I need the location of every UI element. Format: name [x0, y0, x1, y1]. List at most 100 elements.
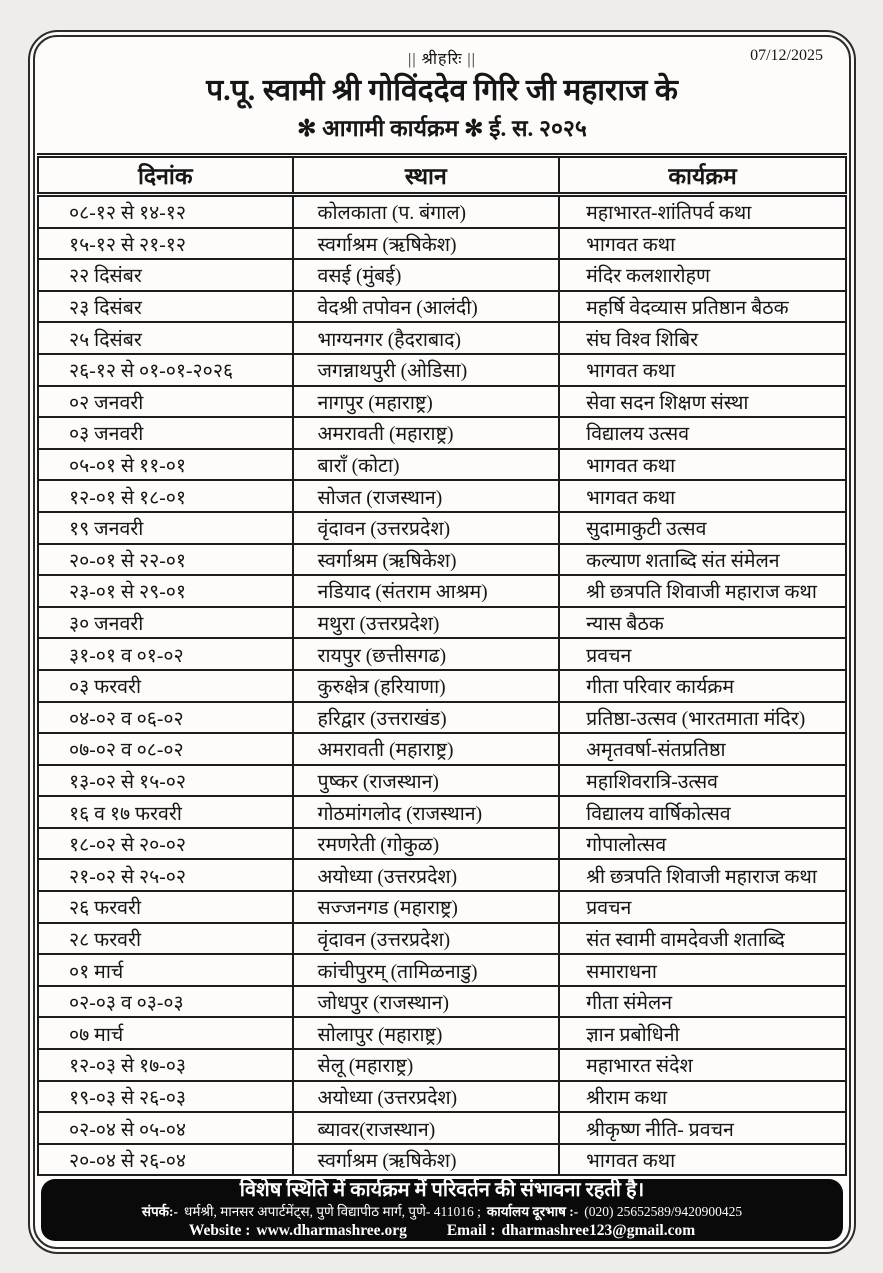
- table-row: ०२-०४ से ०५-०४ ब्यावर(राजस्थान) श्रीकृष्ण …: [37, 1111, 847, 1145]
- footer-note: विशेष स्थिति में कार्यक्रम में परिवर्तन …: [239, 1179, 645, 1202]
- date-cell: २६ फरवरी: [37, 890, 294, 924]
- date-cell: २३ दिसंबर: [37, 289, 294, 324]
- footer-notice-box: विशेष स्थिति में कार्यक्रम में परिवर्तन …: [41, 1179, 843, 1241]
- program-cell: मंदिर कलशारोहण: [558, 258, 847, 292]
- place-cell: बाराँ (कोटा): [291, 447, 561, 482]
- program-cell: अमृतवर्षा-संतप्रतिष्ठा: [558, 732, 847, 766]
- table-row: ०५-०१ से ११-०१ बाराँ (कोटा) भागवत कथा: [37, 447, 847, 482]
- program-cell: न्यास बैठक: [558, 605, 847, 640]
- table-row: २३ दिसंबर वेदश्री तपोवन (आलंदी) महर्षि वेद…: [37, 289, 847, 324]
- date-cell: ०७ मार्च: [37, 1016, 294, 1051]
- office-phone-label: कार्यालय दूरभाष :-: [486, 1204, 579, 1220]
- document-frame: || श्रीहरिः || 07/12/2025 प.पू. स्वामी श…: [28, 30, 856, 1254]
- program-cell: गीता परिवार कार्यक्रम: [558, 668, 847, 703]
- date-cell: ०३ फरवरी: [37, 668, 294, 703]
- document-paper: || श्रीहरिः || 07/12/2025 प.पू. स्वामी श…: [33, 35, 851, 1249]
- program-cell: प्रवचन: [558, 890, 847, 924]
- contact-line: संपर्क:- धर्मश्री, मानसर अपार्टमेंट्स, पु…: [49, 1202, 835, 1221]
- program-cell: सुदामाकुटी उत्सव: [558, 510, 847, 545]
- program-cell: भागवत कथा: [558, 1142, 847, 1177]
- table-row: ०४-०२ व ०६-०२ हरिद्वार (उत्तराखंड) प्रतिष्…: [37, 700, 847, 735]
- program-cell: श्री छत्रपति शिवाजी महाराज कथा: [558, 858, 847, 893]
- date-cell: १८-०२ से २०-०२: [37, 826, 294, 861]
- date-cell: २१-०२ से २५-०२: [37, 858, 294, 893]
- document-date: 07/12/2025: [750, 47, 823, 64]
- date-cell: ३० जनवरी: [37, 605, 294, 640]
- table-row: १२-०३ से १७-०३ सेलू (महाराष्ट्र) महाभारत स…: [37, 1048, 847, 1082]
- date-cell: ०८-१२ से १४-१२: [37, 193, 294, 229]
- table-row: १९-०३ से २६-०३ अयोध्या (उत्तरप्रदेश) श्रीर…: [37, 1079, 847, 1114]
- table-row: ०२ जनवरी नागपुर (महाराष्ट्र) सेवा सदन शिक्…: [37, 384, 847, 419]
- program-cell: कल्याण शताब्दि संत संमेलन: [558, 542, 847, 577]
- table-row: २०-०१ से २२-०१ स्वर्गाश्रम (ऋषिकेश) कल्याण…: [37, 542, 847, 577]
- place-cell: हरिद्वार (उत्तराखंड): [291, 700, 561, 735]
- table-row: २५ दिसंबर भाग्यनगर (हैदराबाद) संघ विश्व शि…: [37, 321, 847, 355]
- table-row: ०७ मार्च सोलापुर (महाराष्ट्र) ज्ञान प्रबोध…: [37, 1016, 847, 1051]
- program-cell: श्रीकृष्ण नीति- प्रवचन: [558, 1111, 847, 1145]
- place-cell: पुष्कर (राजस्थान): [291, 763, 561, 798]
- place-cell: कुरुक्षेत्र (हरियाणा): [291, 668, 561, 703]
- table-row: ०३ फरवरी कुरुक्षेत्र (हरियाणा) गीता परिवार…: [37, 668, 847, 703]
- table-row: १५-१२ से २१-१२ स्वर्गाश्रम (ऋषिकेश) भागवत …: [37, 226, 847, 261]
- table-row: १२-०१ से १८-०१ सोजत (राजस्थान) भागवत कथा: [37, 479, 847, 513]
- email-label: Email :: [446, 1222, 496, 1240]
- table-row: १८-०२ से २०-०२ रमणरेती (गोकुळ) गोपालोत्सव: [37, 826, 847, 861]
- date-cell: १९ जनवरी: [37, 510, 294, 545]
- program-cell: विद्यालय वार्षिकोत्सव: [558, 795, 847, 829]
- program-cell: संघ विश्व शिबिर: [558, 321, 847, 355]
- date-cell: २५ दिसंबर: [37, 321, 294, 355]
- website-line: Website : www.dharmashree.org Email : dharm…: [49, 1221, 835, 1241]
- place-cell: गोठमांगलोद (राजस्थान): [291, 795, 561, 829]
- table-row: ३१-०१ व ०१-०२ रायपुर (छत्तीसगढ) प्रवचन: [37, 637, 847, 671]
- place-cell: वसई (मुंबई): [291, 258, 561, 292]
- place-cell: सेलू (महाराष्ट्र): [291, 1048, 561, 1082]
- program-cell: श्री छत्रपति शिवाजी महाराज कथा: [558, 574, 847, 608]
- place-cell: वेदश्री तपोवन (आलंदी): [291, 289, 561, 324]
- table-row: १३-०२ से १५-०२ पुष्कर (राजस्थान) महाशिवरात…: [37, 763, 847, 798]
- date-cell: १९-०३ से २६-०३: [37, 1079, 294, 1114]
- program-cell: प्रतिष्ठा-उत्सव (भारतमाता मंदिर): [558, 700, 847, 735]
- program-cell: भागवत कथा: [558, 479, 847, 513]
- date-cell: २३-०१ से २९-०१: [37, 574, 294, 608]
- page-subtitle: ✻ आगामी कार्यक्रम ✻ ई. स. २०२५: [297, 116, 587, 141]
- schedule-table: दिनांक स्थान कार्यक्रम ०८-१२ से १४-१२ कोल…: [37, 153, 847, 1177]
- date-cell: ०७-०२ व ०८-०२: [37, 732, 294, 766]
- invocation-text: || श्रीहरिः ||: [408, 51, 476, 68]
- program-cell: गीता संमेलन: [558, 984, 847, 1019]
- date-cell: २६-१२ से ०१-०१-२०२६: [37, 352, 294, 387]
- program-cell: समाराधना: [558, 953, 847, 987]
- table-row: ०८-१२ से १४-१२ कोलकाता (प. बंगाल) महाभारत-…: [37, 193, 847, 229]
- date-cell: ०५-०१ से ११-०१: [37, 447, 294, 482]
- date-cell: १६ व १७ फरवरी: [37, 795, 294, 829]
- place-cell: नडियाद (संतराम आश्रम): [291, 574, 561, 608]
- date-cell: ०२ जनवरी: [37, 384, 294, 419]
- program-cell: प्रवचन: [558, 637, 847, 671]
- date-cell: ०१ मार्च: [37, 953, 294, 987]
- date-cell: ०३ जनवरी: [37, 416, 294, 450]
- place-cell: सज्जनगड (महाराष्ट्र): [291, 890, 561, 924]
- date-cell: २८ फरवरी: [37, 921, 294, 956]
- place-cell: कांचीपुरम् (तामिळनाडु): [291, 953, 561, 987]
- place-cell: वृंदावन (उत्तरप्रदेश): [291, 510, 561, 545]
- date-cell: ०४-०२ व ०६-०२: [37, 700, 294, 735]
- header-row: दिनांक स्थान कार्यक्रम: [37, 153, 847, 197]
- office-phone-number: (020) 25652589/9420900425: [584, 1204, 743, 1220]
- table-row: २१-०२ से २५-०२ अयोध्या (उत्तरप्रदेश) श्री …: [37, 858, 847, 893]
- date-cell: ३१-०१ व ०१-०२: [37, 637, 294, 671]
- place-cell: स्वर्गाश्रम (ऋषिकेश): [291, 1142, 561, 1177]
- place-cell: अमरावती (महाराष्ट्र): [291, 416, 561, 450]
- table-row: ०१ मार्च कांचीपुरम् (तामिळनाडु) समाराधना: [37, 953, 847, 987]
- website-url: www.dharmashree.org: [256, 1222, 407, 1240]
- column-header-program: कार्यक्रम: [558, 153, 847, 197]
- program-cell: ज्ञान प्रबोधिनी: [558, 1016, 847, 1051]
- table-row: ०३ जनवरी अमरावती (महाराष्ट्र) विद्यालय उत्…: [37, 416, 847, 450]
- table-row: १६ व १७ फरवरी गोठमांगलोद (राजस्थान) विद्या…: [37, 795, 847, 829]
- place-cell: जगन्नाथपुरी (ओडिसा): [291, 352, 561, 387]
- table-row: २०-०४ से २६-०४ स्वर्गाश्रम (ऋषिकेश) भागवत …: [37, 1142, 847, 1177]
- place-cell: स्वर्गाश्रम (ऋषिकेश): [291, 542, 561, 577]
- date-cell: १५-१२ से २१-१२: [37, 226, 294, 261]
- table-row: ०७-०२ व ०८-०२ अमरावती (महाराष्ट्र) अमृतवर्…: [37, 732, 847, 766]
- program-cell: श्रीराम कथा: [558, 1079, 847, 1114]
- table-row: २८ फरवरी वृंदावन (उत्तरप्रदेश) संत स्वामी …: [37, 921, 847, 956]
- table-row: २३-०१ से २९-०१ नडियाद (संतराम आश्रम) श्री …: [37, 574, 847, 608]
